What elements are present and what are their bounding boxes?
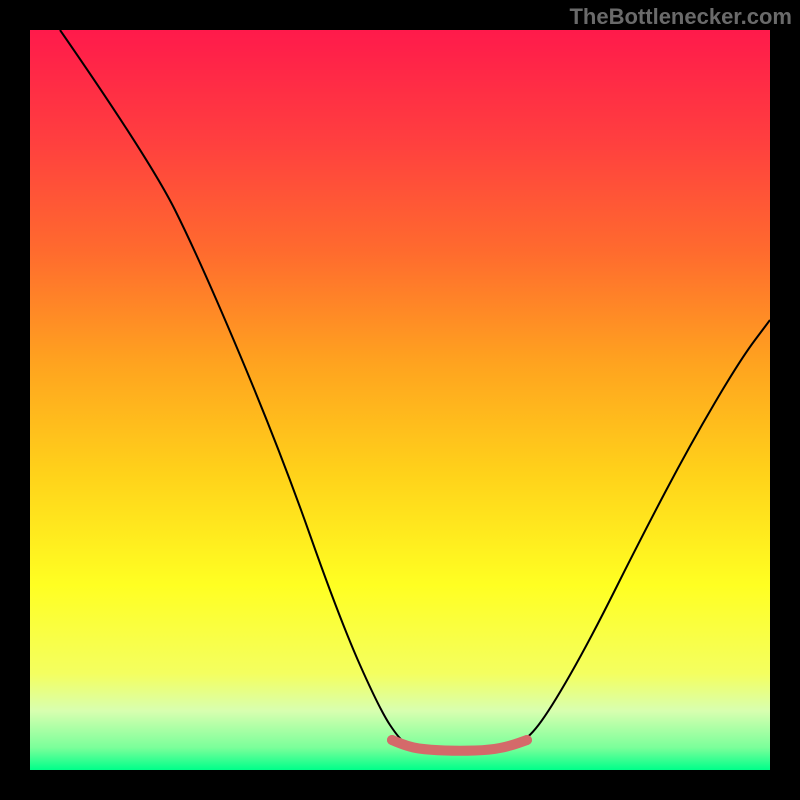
recommended-segment <box>392 740 527 751</box>
bottleneck-curve <box>30 30 770 770</box>
plot-area <box>30 30 770 770</box>
endpoint-marker <box>387 735 397 745</box>
endpoint-marker <box>522 735 532 745</box>
curve-line <box>60 30 770 751</box>
attribution-text: TheBottlenecker.com <box>569 4 792 30</box>
